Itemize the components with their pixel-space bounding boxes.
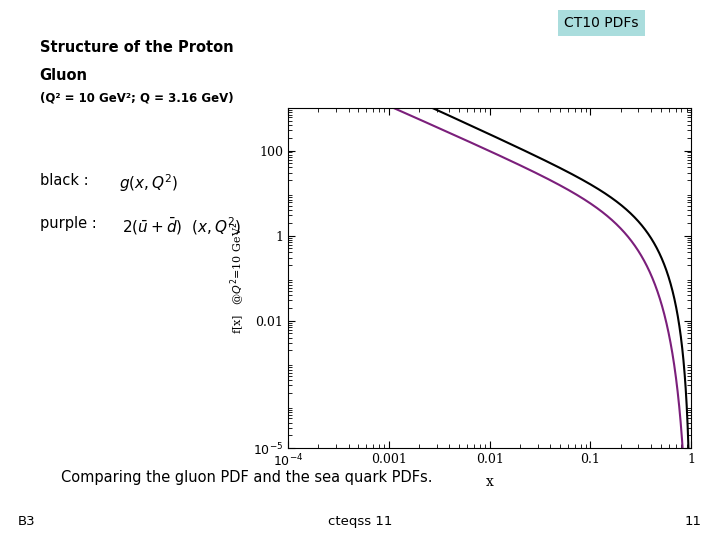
Text: 11: 11 xyxy=(685,515,702,528)
Text: Comparing the gluon PDF and the sea quark PDFs.: Comparing the gluon PDF and the sea quar… xyxy=(61,470,433,485)
Text: $g(x,Q^2)$: $g(x,Q^2)$ xyxy=(119,173,179,194)
Text: B3: B3 xyxy=(18,515,35,528)
Text: Structure of the Proton: Structure of the Proton xyxy=(40,40,233,56)
Text: CT10 PDFs: CT10 PDFs xyxy=(564,16,639,30)
Text: (Q² = 10 GeV²; Q = 3.16 GeV): (Q² = 10 GeV²; Q = 3.16 GeV) xyxy=(40,92,233,105)
Text: black :: black : xyxy=(40,173,93,188)
Text: cteqss 11: cteqss 11 xyxy=(328,515,392,528)
Y-axis label: f[x]   @$Q^2$=10 GeV$^2$: f[x] @$Q^2$=10 GeV$^2$ xyxy=(229,222,248,334)
Text: $2(\bar{u}+\bar{d})\ \ (x,Q^2)$: $2(\bar{u}+\bar{d})\ \ (x,Q^2)$ xyxy=(122,216,242,237)
Text: Gluon: Gluon xyxy=(40,68,88,83)
X-axis label: x: x xyxy=(486,475,493,489)
Text: purple :: purple : xyxy=(40,216,101,231)
